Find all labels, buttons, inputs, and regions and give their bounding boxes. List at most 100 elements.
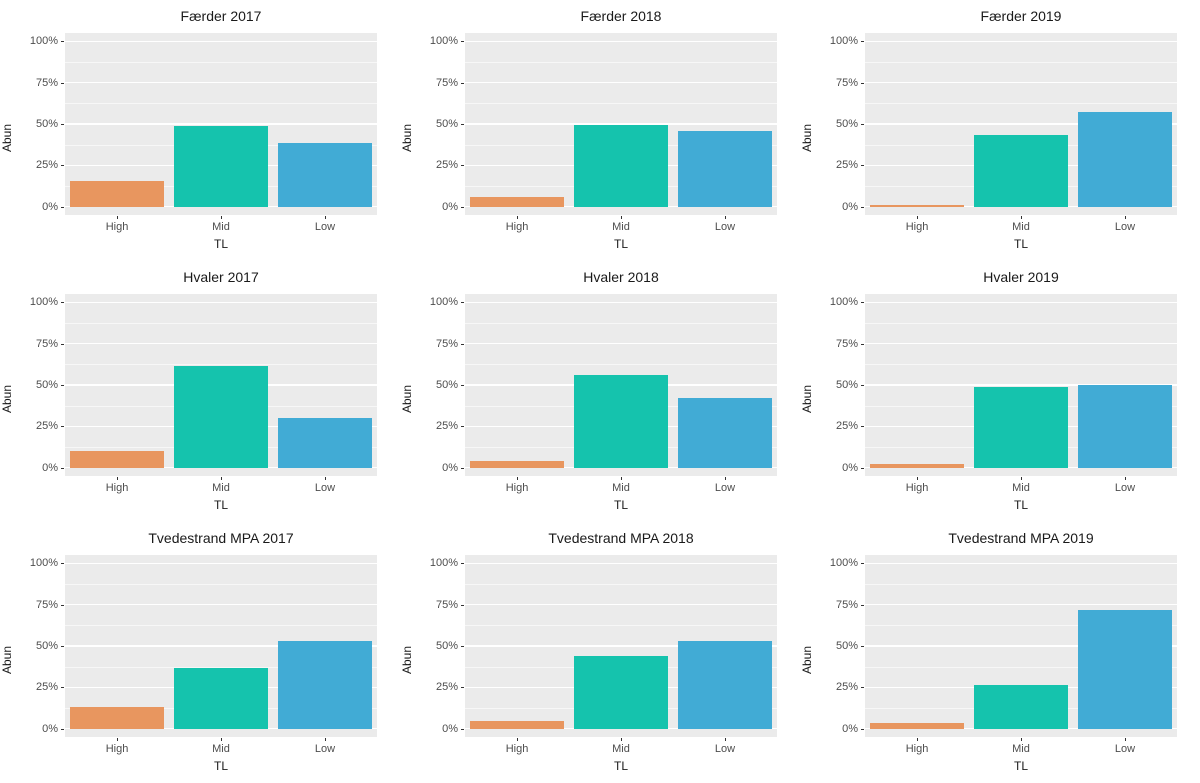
minor-gridline xyxy=(465,364,777,366)
x-tick-label: Low xyxy=(1114,221,1136,233)
y-tick-label: 25% xyxy=(35,681,58,694)
y-tick-mark xyxy=(861,687,864,689)
y-tick-mark xyxy=(861,124,864,125)
x-tick-label: High xyxy=(905,482,929,494)
x-tick-label: Low xyxy=(1114,743,1136,755)
bar-high xyxy=(870,463,964,468)
x-tick-label: Low xyxy=(314,743,336,755)
y-tick-label: 100% xyxy=(829,296,858,309)
y-tick-label: 0% xyxy=(442,200,458,213)
y-tick-mark xyxy=(461,687,464,689)
y-tick-mark xyxy=(461,165,464,167)
x-tick-label: High xyxy=(505,221,529,233)
bar-low xyxy=(278,143,372,207)
major-gridline xyxy=(865,384,1177,386)
x-tick-label: Mid xyxy=(612,482,630,494)
x-tick-mark xyxy=(725,216,726,219)
chart-cell: Færder 2019 Abun TL 0% 25% 50% 75% 100% High M… xyxy=(800,0,1200,261)
y-tick-mark xyxy=(861,728,864,730)
x-tick-label: High xyxy=(105,221,129,233)
x-tick-label: Low xyxy=(314,221,336,233)
x-axis-title: TL xyxy=(613,237,628,251)
y-tick-mark xyxy=(61,687,64,689)
major-gridline xyxy=(65,645,377,647)
bar-low xyxy=(1078,385,1172,468)
major-gridline xyxy=(65,301,377,303)
y-tick-label: 25% xyxy=(435,420,458,433)
x-axis-title: TL xyxy=(1013,759,1028,773)
x-tick-mark xyxy=(1021,477,1022,480)
minor-gridline xyxy=(65,666,377,668)
y-tick-mark xyxy=(461,41,464,43)
y-tick-label: 100% xyxy=(29,557,58,570)
major-gridline xyxy=(465,562,777,564)
x-tick-mark xyxy=(1125,477,1126,480)
bar-high xyxy=(70,181,164,207)
y-tick-mark xyxy=(461,604,464,606)
y-tick-label: 75% xyxy=(835,76,858,89)
chart-cell: Tvedestrand MPA 2017 Abun TL 0% 25% 50% 75%… xyxy=(0,522,400,783)
major-gridline xyxy=(65,562,377,564)
y-tick-label: 75% xyxy=(35,76,58,89)
chart-title: Hvaler 2017 xyxy=(183,269,259,285)
major-gridline xyxy=(865,123,1177,125)
y-tick-mark xyxy=(461,728,464,730)
bar-low xyxy=(678,398,772,468)
y-tick-mark xyxy=(861,343,864,345)
y-tick-mark xyxy=(61,343,64,345)
minor-gridline xyxy=(865,625,1177,627)
x-tick-label: Mid xyxy=(212,221,230,233)
chart-cell: Hvaler 2019 Abun TL 0% 25% 50% 75% 100% High M… xyxy=(800,261,1200,522)
major-gridline xyxy=(465,40,777,42)
x-tick-mark xyxy=(221,477,222,480)
x-tick-label: High xyxy=(505,743,529,755)
y-tick-label: 50% xyxy=(835,640,858,652)
bar-low xyxy=(1078,610,1172,729)
x-axis-title: TL xyxy=(613,498,628,512)
y-tick-label: 25% xyxy=(35,159,58,172)
y-tick-label: 25% xyxy=(35,420,58,433)
y-tick-label: 75% xyxy=(835,337,858,350)
x-tick-label: High xyxy=(105,482,129,494)
y-tick-label: 25% xyxy=(435,159,458,172)
x-tick-mark xyxy=(1021,738,1022,741)
major-gridline xyxy=(65,206,377,208)
y-tick-mark xyxy=(461,124,464,125)
major-gridline xyxy=(465,123,777,125)
minor-gridline xyxy=(465,322,777,324)
y-tick-mark xyxy=(61,124,64,125)
x-tick-mark xyxy=(325,216,326,219)
y-tick-mark xyxy=(61,165,64,167)
y-tick-label: 0% xyxy=(442,461,458,474)
plot-panel xyxy=(465,33,777,215)
bar-mid xyxy=(174,126,268,207)
y-tick-label: 25% xyxy=(835,159,858,172)
chart-title: Tvedestrand MPA 2018 xyxy=(548,530,694,546)
y-tick-mark xyxy=(61,563,64,565)
x-tick-mark xyxy=(621,477,622,480)
x-tick-label: Mid xyxy=(1012,743,1030,755)
y-tick-mark xyxy=(461,563,464,565)
x-tick-label: Low xyxy=(1114,482,1136,494)
y-tick-label: 75% xyxy=(435,337,458,350)
major-gridline xyxy=(865,40,1177,42)
bar-mid xyxy=(574,655,668,729)
y-tick-mark xyxy=(61,206,64,208)
y-tick-mark xyxy=(861,426,864,428)
chart-cell: Hvaler 2017 Abun TL 0% 25% 50% 75% 100% High M… xyxy=(0,261,400,522)
bar-high xyxy=(470,721,564,729)
chart-title: Færder 2018 xyxy=(580,8,662,24)
major-gridline xyxy=(465,467,777,469)
minor-gridline xyxy=(65,322,377,324)
bar-low xyxy=(278,418,372,468)
x-tick-mark xyxy=(725,738,726,741)
x-tick-mark xyxy=(221,216,222,219)
major-gridline xyxy=(865,562,1177,564)
bar-mid xyxy=(574,124,668,207)
chart-title: Færder 2017 xyxy=(180,8,262,24)
minor-gridline xyxy=(65,583,377,585)
x-axis-title: TL xyxy=(613,759,628,773)
y-tick-mark xyxy=(861,467,864,469)
x-tick-label: High xyxy=(505,482,529,494)
x-axis-title: TL xyxy=(213,237,228,251)
